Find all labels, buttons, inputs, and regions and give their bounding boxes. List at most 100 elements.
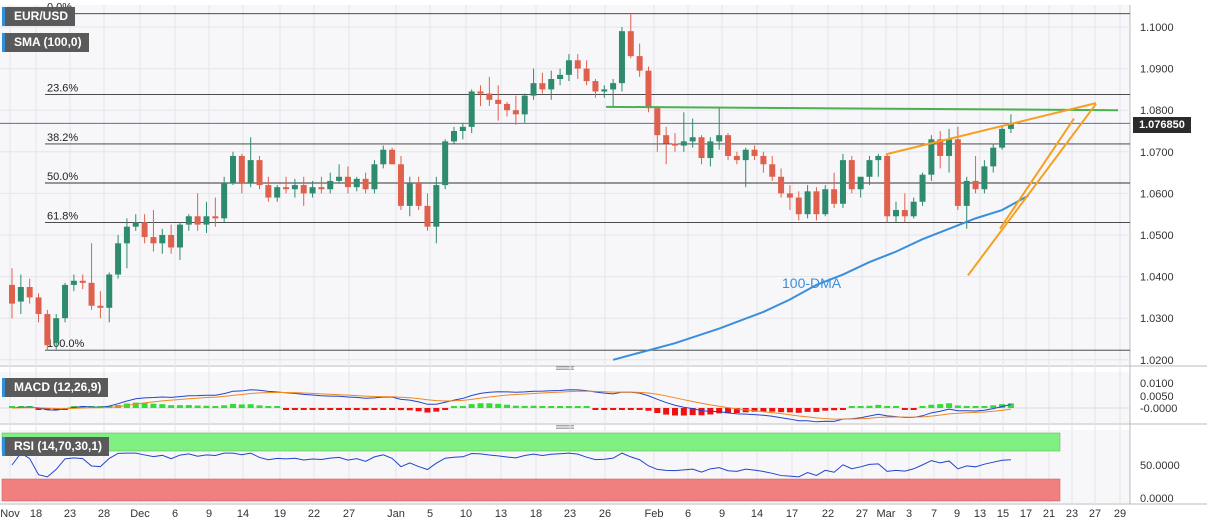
candle-body [70,280,77,285]
macd-histogram-bar [336,408,343,410]
macd-histogram-bar [919,406,926,408]
macd-histogram-bar [406,408,413,411]
x-tick-label: 9 [206,508,212,520]
x-tick-label: 17 [786,508,798,520]
x-tick-label: 23 [1066,508,1078,520]
x-tick-label: Jan [387,508,405,520]
candle-body [548,79,555,90]
macd-histogram-bar [884,406,891,408]
macd-histogram-bar [185,405,192,408]
x-tick-label: Feb [645,508,664,520]
macd-histogram-bar [725,408,732,414]
candle-body [468,91,475,127]
macd-histogram-bar [786,408,793,413]
x-tick-label: 28 [98,508,110,520]
fib-level-label: 50.0% [47,171,78,183]
candle-body [415,183,422,206]
macd-badge: MACD (12,26,9) [2,378,109,397]
candle-body [698,137,705,159]
x-tick-label: 3 [906,508,912,520]
macd-histogram-bar [778,408,785,413]
candle-body [786,193,793,198]
macd-histogram-bar [972,406,979,408]
x-tick-label: 10 [460,508,472,520]
sma-100-annotation: 100-DMA [782,275,842,291]
macd-histogram-bar [946,403,953,408]
macd-histogram-bar [159,404,166,408]
macd-histogram-bar [238,404,245,408]
candle-body [521,95,528,115]
macd-histogram-bar [415,408,422,412]
candle-body [866,160,873,177]
macd-histogram-bar [380,408,387,410]
main-panel-bg [0,5,1130,365]
x-tick-label: 27 [343,508,355,520]
candle-body [972,180,979,190]
candle-body [875,155,882,161]
candle-body [557,74,564,79]
candle-body [636,56,643,71]
macd-histogram-bar [283,408,290,410]
candle-body [380,149,387,165]
macd-histogram-bar [822,408,829,411]
candle-body [26,287,33,298]
candle-body [291,185,298,190]
y-tick-label: 1.0600 [1140,188,1174,200]
candle-body [397,164,404,206]
candle-body [733,155,740,161]
macd-histogram-bar [618,408,625,410]
candle-body [512,110,519,115]
macd-histogram-bar [565,406,572,408]
candle-body [132,222,139,227]
x-tick-label: 9 [954,508,960,520]
candle-body [937,139,944,156]
support-trend-line [999,117,1075,230]
candle-body [901,210,908,217]
macd-histogram-bar [716,408,723,414]
macd-histogram-bar [530,405,537,408]
macd-histogram-bar [451,406,457,408]
macd-histogram-bar [539,406,546,408]
candle-body [751,149,758,156]
candle-body [424,205,431,227]
macd-histogram-bar [928,404,935,408]
macd-histogram-bar [937,404,944,408]
candle-body [238,155,245,183]
macd-histogram-bar [353,408,360,410]
candle-body [88,282,95,306]
macd-histogram-bar [636,408,643,410]
candle-body [327,180,334,190]
macd-histogram-bar [910,408,917,410]
x-tick-label: 9 [719,508,725,520]
macd-histogram-bar [583,406,590,408]
candle-body [256,160,263,186]
candle-body [194,216,201,225]
x-tick-label: 23 [64,508,76,520]
candle-body [716,135,723,142]
candle-body [442,141,449,186]
macd-histogram-bar [601,408,608,410]
x-tick-label: 17 [1020,508,1032,520]
candle-body [760,155,767,165]
macd-histogram-bar [548,406,555,408]
candle-body [344,176,351,188]
candle-body [857,176,864,190]
y-tick-label: 1.0800 [1140,105,1174,117]
rsi-y-tick-label: 0.0000 [1140,493,1174,505]
macd-histogram-bar [857,406,864,408]
candle-body [309,187,316,194]
macd-histogram-bar [733,408,740,414]
candle-body [35,297,42,315]
candle-body [371,164,378,190]
x-tick-label: 13 [974,508,986,520]
macd-histogram-bar [769,408,776,412]
candle-body [769,164,776,177]
candle-body [451,131,457,142]
candle-body [645,70,652,109]
candle-body [97,305,104,308]
candle-body [946,139,953,156]
candle-body [672,143,678,146]
macd-histogram-bar [981,406,988,408]
sma-badge: SMA (100,0) [2,33,89,52]
